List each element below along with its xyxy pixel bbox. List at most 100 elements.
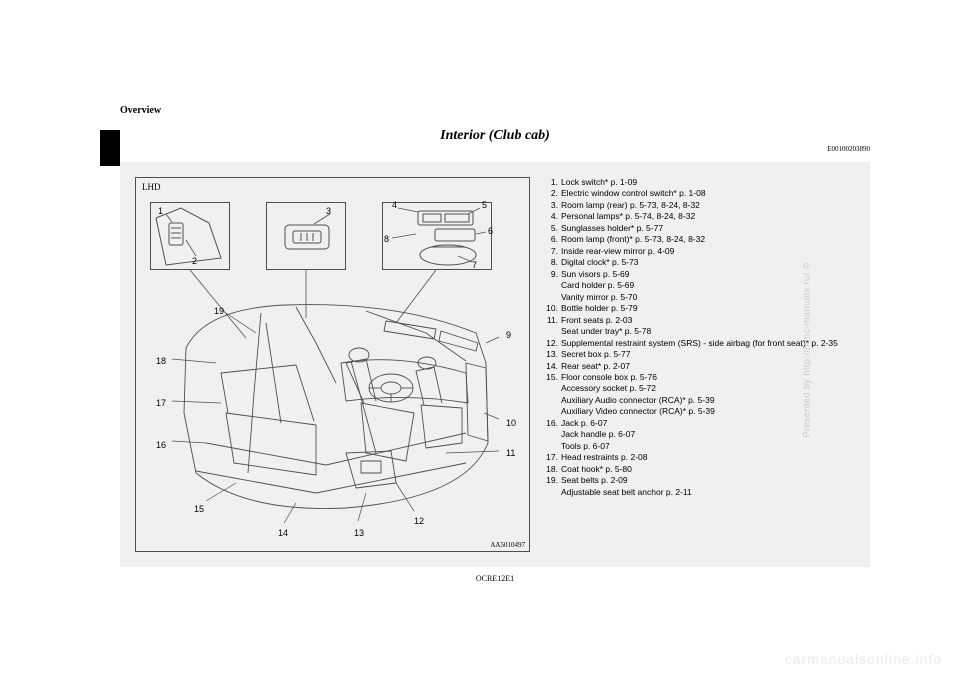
vehicle-cutaway	[166, 293, 501, 528]
list-item: 13.Secret box p. 5-77	[545, 349, 860, 360]
list-item-number: 8.	[545, 257, 561, 268]
list-item-number: 13.	[545, 349, 561, 360]
callout-9: 9	[506, 330, 511, 340]
callout-10: 10	[506, 418, 516, 428]
list-item-text: Floor console box p. 5-76	[561, 372, 860, 383]
callout-15: 15	[194, 504, 204, 514]
list-item-number: 2.	[545, 188, 561, 199]
list-item-text: Supplemental restraint system (SRS) - si…	[561, 338, 860, 349]
callout-5: 5	[482, 200, 487, 210]
list-item-sub: Seat under tray* p. 5-78	[545, 326, 860, 337]
list-item: 2.Electric window control switch* p. 1-0…	[545, 188, 860, 199]
list-item: 5.Sunglasses holder* p. 5-77	[545, 223, 860, 234]
room-lamp-icon	[267, 203, 347, 271]
page: Overview Interior (Club cab) E0010020389…	[120, 100, 870, 600]
list-item: 16.Jack p. 6-07	[545, 418, 860, 429]
list-item: 18.Coat hook* p. 5-80	[545, 464, 860, 475]
list-item-text: Rear seat* p. 2-07	[561, 361, 860, 372]
list-item-number: 19.	[545, 475, 561, 486]
footer-code: OCRE12E1	[120, 574, 870, 583]
list-item-text: Sun visors p. 5-69	[561, 269, 860, 280]
list-item-text: Head restraints p. 2-08	[561, 452, 860, 463]
list-item: 4.Personal lamps* p. 5-74, 8-24, 8-32	[545, 211, 860, 222]
side-tab	[100, 130, 120, 166]
list-item: 14.Rear seat* p. 2-07	[545, 361, 860, 372]
list-item-text: Room lamp (front)* p. 5-73, 8-24, 8-32	[561, 234, 860, 245]
detail-inset-room-lamp	[266, 202, 346, 270]
callout-8: 8	[384, 234, 389, 244]
section-header: Overview	[120, 105, 161, 116]
list-item-sub: Card holder p. 5-69	[545, 280, 860, 291]
list-item-number: 18.	[545, 464, 561, 475]
list-item-text: Secret box p. 5-77	[561, 349, 860, 360]
page-title: Interior (Club cab)	[120, 128, 870, 144]
side-watermark: Presented by http://mmc-manuals.ru/ ©	[801, 262, 811, 437]
list-item: 3.Room lamp (rear) p. 5-73, 8-24, 8-32	[545, 200, 860, 211]
list-item: 8.Digital clock* p. 5-73	[545, 257, 860, 268]
content-panel: LHD	[120, 162, 870, 567]
list-item: 6.Room lamp (front)* p. 5-73, 8-24, 8-32	[545, 234, 860, 245]
list-item: 17.Head restraints p. 2-08	[545, 452, 860, 463]
list-item-number: 14.	[545, 361, 561, 372]
list-item-number: 12.	[545, 338, 561, 349]
list-item-sub: Jack handle p. 6-07	[545, 429, 860, 440]
callout-3: 3	[326, 206, 331, 216]
list-item: 9.Sun visors p. 5-69	[545, 269, 860, 280]
diagram-id: AA5010497	[490, 541, 525, 549]
list-item-sub: Tools p. 6-07	[545, 441, 860, 452]
callout-13: 13	[354, 528, 364, 538]
list-item-number: 3.	[545, 200, 561, 211]
list-item: 12.Supplemental restraint system (SRS) -…	[545, 338, 860, 349]
callout-2: 2	[192, 256, 197, 266]
callout-19: 19	[214, 306, 224, 316]
parts-list: 1.Lock switch* p. 1-092.Electric window …	[545, 177, 860, 498]
list-item: 10.Bottle holder p. 5-79	[545, 303, 860, 314]
document-code: E00100203890	[827, 145, 870, 153]
callout-11: 11	[506, 448, 515, 458]
bottom-watermark: carmanualsonline.info	[785, 651, 942, 667]
list-item-number: 11.	[545, 315, 561, 326]
list-item-number: 10.	[545, 303, 561, 314]
list-item: 1.Lock switch* p. 1-09	[545, 177, 860, 188]
callout-14: 14	[278, 528, 288, 538]
list-item-sub: Auxiliary Video connector (RCA)* p. 5-39	[545, 406, 860, 417]
cutaway-icon	[166, 293, 501, 528]
callout-7: 7	[472, 260, 477, 270]
diagram-frame: LHD	[135, 177, 530, 552]
lhd-label: LHD	[142, 182, 161, 192]
list-item-number: 15.	[545, 372, 561, 383]
list-item-text: Room lamp (rear) p. 5-73, 8-24, 8-32	[561, 200, 860, 211]
list-item-number: 1.	[545, 177, 561, 188]
callout-17: 17	[156, 398, 166, 408]
list-item-sub: Auxiliary Audio connector (RCA)* p. 5-39	[545, 395, 860, 406]
list-item-text: Personal lamps* p. 5-74, 8-24, 8-32	[561, 211, 860, 222]
list-item: 19.Seat belts p. 2-09	[545, 475, 860, 486]
callout-12: 12	[414, 516, 424, 526]
list-item-text: Bottle holder p. 5-79	[561, 303, 860, 314]
list-item-number: 9.	[545, 269, 561, 280]
list-item: 11.Front seats p. 2-03	[545, 315, 860, 326]
list-item: 7.Inside rear-view mirror p. 4-09	[545, 246, 860, 257]
list-item-number: 5.	[545, 223, 561, 234]
list-item-number: 4.	[545, 211, 561, 222]
list-item-text: Inside rear-view mirror p. 4-09	[561, 246, 860, 257]
list-item-text: Front seats p. 2-03	[561, 315, 860, 326]
list-item-text: Jack p. 6-07	[561, 418, 860, 429]
callout-16: 16	[156, 440, 166, 450]
callout-18: 18	[156, 356, 166, 366]
list-item-number: 17.	[545, 452, 561, 463]
list-item-text: Seat belts p. 2-09	[561, 475, 860, 486]
callout-6: 6	[488, 226, 493, 236]
callout-1: 1	[158, 206, 163, 216]
list-item-text: Digital clock* p. 5-73	[561, 257, 860, 268]
list-item-sub: Vanity mirror p. 5-70	[545, 292, 860, 303]
list-item-sub: Adjustable seat belt anchor p. 2-11	[545, 487, 860, 498]
callout-4: 4	[392, 200, 397, 210]
list-item-text: Electric window control switch* p. 1-08	[561, 188, 860, 199]
list-item-number: 6.	[545, 234, 561, 245]
list-item-text: Lock switch* p. 1-09	[561, 177, 860, 188]
list-item-number: 16.	[545, 418, 561, 429]
list-item-text: Sunglasses holder* p. 5-77	[561, 223, 860, 234]
list-item-sub: Accessory socket p. 5-72	[545, 383, 860, 394]
list-item-text: Coat hook* p. 5-80	[561, 464, 860, 475]
